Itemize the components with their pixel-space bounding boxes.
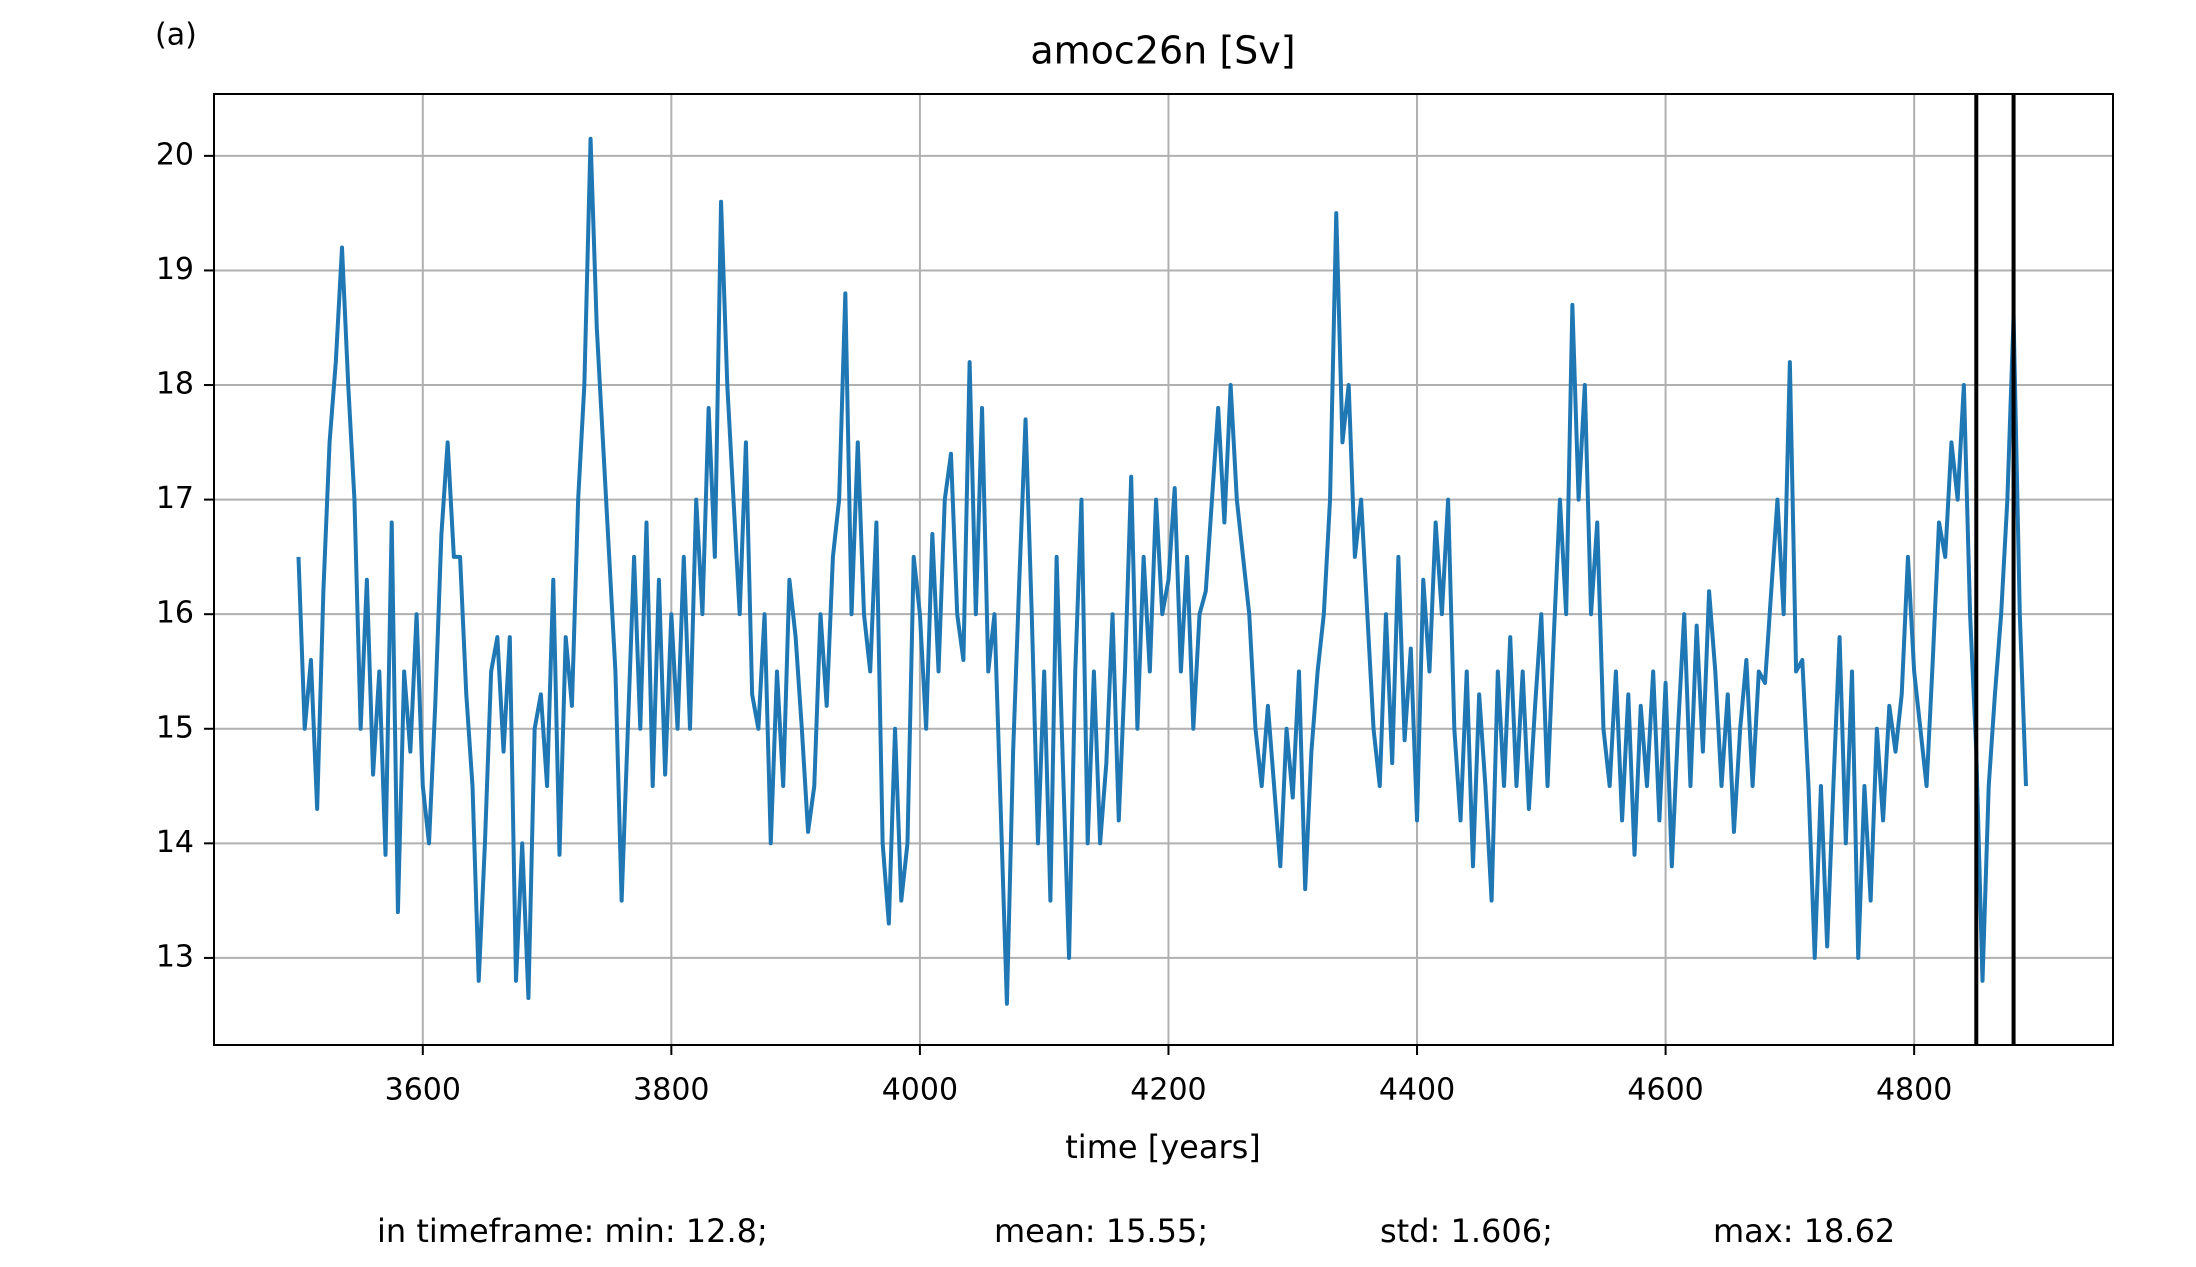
footer-stat: std: 1.606; [1380,1212,1553,1250]
y-tick-label: 16 [156,596,194,631]
plot-frame [213,93,2114,1046]
y-tick-label: 20 [156,137,194,172]
y-tick-label: 17 [156,481,194,516]
x-tick-label: 4200 [1130,1073,1206,1108]
x-tick-label: 3600 [385,1073,461,1108]
footer-stat: mean: 15.55; [994,1212,1208,1250]
x-tick-label: 4000 [882,1073,958,1108]
y-tick-label: 13 [156,939,194,974]
x-axis-label: time [years] [1065,1128,1261,1166]
y-tick-label: 18 [156,367,194,402]
chart-title: amoc26n [Sv] [1030,29,1295,73]
footer-stat: max: 18.62 [1713,1212,1895,1250]
y-tick-label: 19 [156,252,194,287]
x-tick-label: 4800 [1876,1073,1952,1108]
panel-label: (a) [155,18,197,53]
x-tick-label: 3800 [633,1073,709,1108]
x-tick-label: 4400 [1379,1073,1455,1108]
y-tick-label: 14 [156,825,194,860]
footer-stat: in timeframe: min: 12.8; [377,1212,768,1250]
data-line [296,136,2028,1006]
y-tick-label: 15 [156,710,194,745]
x-tick-label: 4600 [1627,1073,1703,1108]
